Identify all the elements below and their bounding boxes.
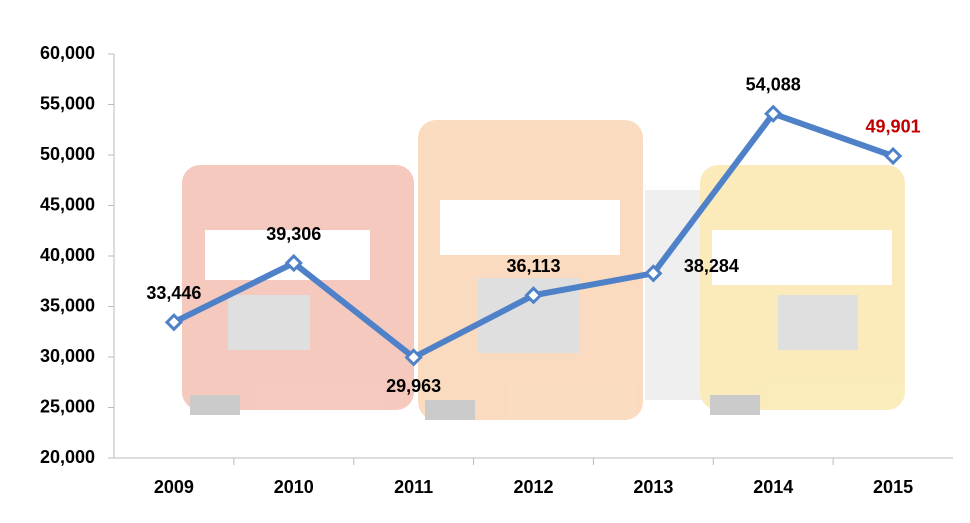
y-tick-label: 30,000 [40, 346, 95, 366]
y-tick-label: 55,000 [40, 93, 95, 113]
data-label: 38,284 [684, 256, 739, 276]
x-tick-label: 2014 [753, 477, 793, 497]
data-label: 49,901 [866, 117, 921, 137]
data-point [883, 146, 903, 166]
y-tick-label: 45,000 [40, 194, 95, 214]
x-tick-label: 2012 [513, 477, 553, 497]
data-point [764, 104, 783, 123]
x-tick-label: 2015 [873, 477, 913, 497]
y-tick-label: 35,000 [40, 295, 95, 315]
data-point [644, 264, 663, 283]
data-label: 36,113 [506, 256, 560, 276]
y-tick-label: 50,000 [40, 144, 95, 164]
data-point [284, 253, 303, 273]
data-point [404, 348, 423, 367]
x-tick-label: 2011 [394, 477, 433, 497]
x-tick-label: 2009 [154, 477, 194, 497]
x-tick-label: 2010 [274, 477, 314, 497]
background-trucks [182, 120, 905, 420]
data-label: 29,963 [386, 376, 441, 396]
x-tick-label: 2013 [633, 477, 673, 497]
y-tick-label: 60,000 [40, 43, 95, 63]
data-point [524, 286, 543, 305]
data-label: 54,088 [746, 74, 801, 94]
y-tick-label: 40,000 [40, 245, 95, 265]
data-label: 39,306 [266, 224, 321, 244]
y-tick-label: 20,000 [40, 447, 95, 467]
y-tick-label: 25,000 [40, 396, 95, 416]
data-point [164, 313, 184, 332]
data-label: 33,446 [146, 283, 201, 303]
